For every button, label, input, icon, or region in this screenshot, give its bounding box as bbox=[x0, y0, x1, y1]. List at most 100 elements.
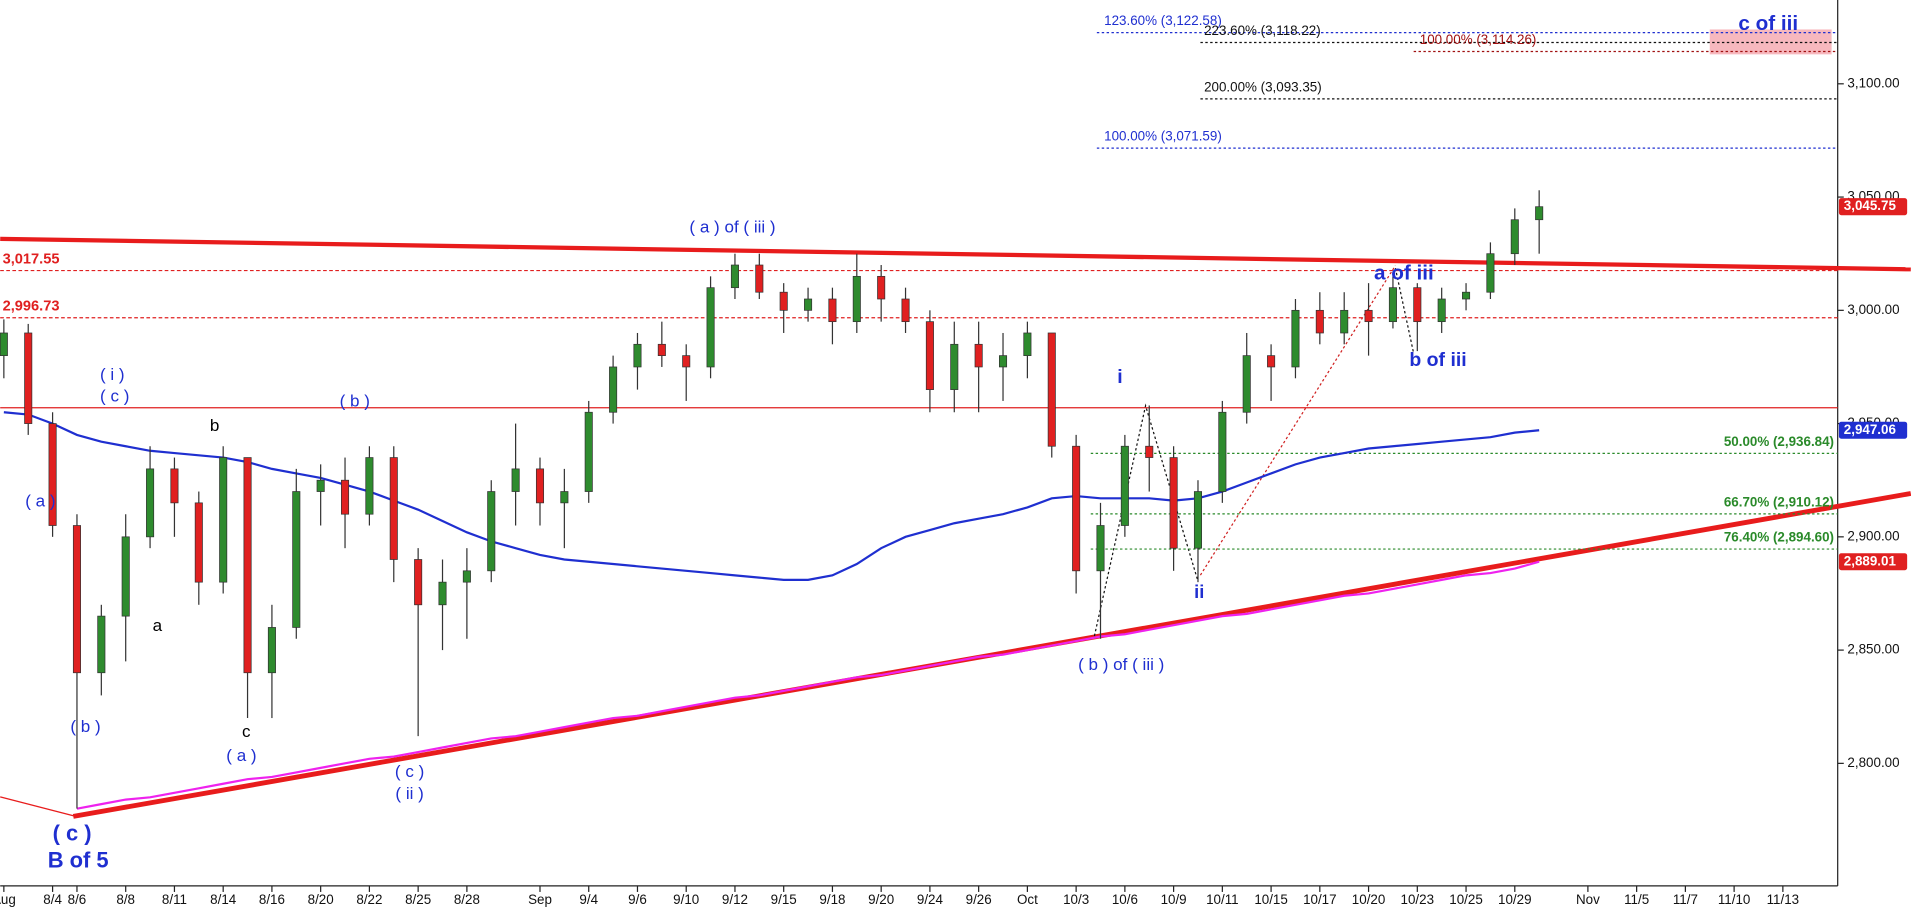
candle-body bbox=[487, 491, 496, 572]
wave-label: b bbox=[210, 416, 219, 435]
candle-body bbox=[48, 423, 57, 526]
x-tick-label: Oct bbox=[1017, 892, 1038, 907]
x-tick-label: 9/12 bbox=[722, 892, 748, 907]
candle-body bbox=[511, 468, 520, 492]
wave-label: ( a ) of ( iii ) bbox=[689, 217, 775, 236]
x-tick-label: 8/8 bbox=[116, 892, 135, 907]
candle-body bbox=[1364, 309, 1373, 323]
moving-average bbox=[76, 560, 1540, 810]
y-tick-label: 3,000.00 bbox=[1847, 302, 1899, 317]
candle-body bbox=[560, 491, 569, 504]
candle-body bbox=[316, 479, 325, 492]
wave-label: ( b ) bbox=[340, 392, 370, 411]
x-tick-label: 11/13 bbox=[1767, 892, 1800, 907]
wave-label: ( c ) bbox=[395, 762, 424, 781]
x-tick-label: 8/11 bbox=[162, 892, 187, 907]
x-tick-label: 10/20 bbox=[1352, 892, 1386, 907]
candle-body bbox=[24, 332, 33, 424]
wave-label: a bbox=[153, 616, 163, 635]
candle-body bbox=[1315, 309, 1324, 334]
candle-body bbox=[877, 275, 886, 300]
x-tick-label: 9/4 bbox=[579, 892, 598, 907]
x-tick-label: 10/23 bbox=[1401, 892, 1435, 907]
candle-body bbox=[1242, 355, 1251, 413]
candle-body bbox=[414, 559, 423, 606]
wave-label: B of 5 bbox=[48, 847, 109, 872]
candle-body bbox=[657, 343, 666, 356]
candle-body bbox=[462, 570, 471, 583]
x-tick-label: 9/10 bbox=[673, 892, 699, 907]
x-tick-label: 10/29 bbox=[1498, 892, 1532, 907]
candle-body bbox=[609, 366, 618, 413]
candle-body bbox=[828, 298, 837, 323]
candle-body bbox=[1023, 332, 1032, 356]
candle-body bbox=[1072, 445, 1081, 572]
wave-label: i bbox=[1117, 366, 1122, 388]
candle-body bbox=[1267, 355, 1276, 368]
x-tick-label: 10/9 bbox=[1161, 892, 1187, 907]
candle-body bbox=[1218, 411, 1227, 492]
candle-body bbox=[1120, 445, 1129, 526]
x-tick-label: 8/25 bbox=[405, 892, 431, 907]
wave-label: ( b ) bbox=[70, 717, 100, 736]
candle-body bbox=[1047, 332, 1056, 447]
x-tick-label: 8/4 bbox=[43, 892, 62, 907]
candle-body bbox=[365, 457, 374, 515]
candle-body bbox=[804, 298, 813, 311]
fib-label: 100.00% (3,114.26) bbox=[1420, 32, 1537, 47]
x-tick-label: 10/25 bbox=[1449, 892, 1483, 907]
candle-body bbox=[292, 491, 301, 628]
candle-body bbox=[584, 411, 593, 492]
candle-body bbox=[1145, 445, 1154, 458]
x-tick-label: Nov bbox=[1576, 892, 1600, 907]
x-tick-label: 9/15 bbox=[771, 892, 797, 907]
candle-body bbox=[0, 332, 8, 356]
candle-body bbox=[755, 264, 764, 293]
candle-body bbox=[974, 343, 983, 368]
candle-body bbox=[219, 457, 228, 583]
candle-body bbox=[1193, 491, 1203, 549]
x-tick-label: Aug bbox=[0, 892, 16, 907]
candle-body bbox=[1437, 298, 1446, 323]
candle-body bbox=[1462, 291, 1471, 300]
candle-body bbox=[194, 502, 203, 583]
candle-body bbox=[901, 298, 910, 323]
y-tick-label: 2,900.00 bbox=[1847, 528, 1899, 543]
x-tick-label: 9/20 bbox=[868, 892, 894, 907]
fib-label: 123.60% (3,122.58) bbox=[1104, 13, 1222, 28]
wave-label: c of iii bbox=[1738, 12, 1798, 35]
candle-body bbox=[730, 264, 739, 289]
candle-body bbox=[170, 468, 179, 504]
moving-average bbox=[3, 411, 1540, 581]
target-zone bbox=[1709, 29, 1832, 55]
candle-body bbox=[438, 581, 447, 606]
wave-label: ( c ) bbox=[100, 387, 129, 406]
fib-label: 76.40% (2,894.60) bbox=[1724, 530, 1834, 545]
x-tick-label: 9/18 bbox=[819, 892, 845, 907]
fib-label: 66.70% (2,910.12) bbox=[1724, 494, 1834, 509]
wave-label: ( i ) bbox=[100, 365, 125, 384]
x-tick-label: 9/24 bbox=[917, 892, 944, 907]
candle-body bbox=[706, 287, 715, 368]
trendline-stub bbox=[0, 796, 76, 817]
x-tick-label: 10/11 bbox=[1206, 892, 1239, 907]
candle-body bbox=[1413, 287, 1422, 323]
price-tag bbox=[1838, 421, 1908, 439]
candle-body bbox=[852, 275, 861, 323]
wave-label: ( b ) of ( iii ) bbox=[1078, 655, 1164, 674]
wave-label: ( c ) bbox=[53, 820, 92, 845]
price-tag-label: 2,947.06 bbox=[1844, 422, 1896, 437]
upper-trendline bbox=[0, 236, 1911, 272]
candle-body bbox=[1388, 287, 1397, 323]
x-tick-label: 11/5 bbox=[1624, 892, 1649, 907]
candle-body bbox=[389, 457, 398, 560]
x-tick-label: 8/28 bbox=[454, 892, 480, 907]
wave-label: ( a ) bbox=[226, 746, 256, 765]
x-tick-label: 11/10 bbox=[1718, 892, 1751, 907]
candle-body bbox=[779, 291, 788, 311]
x-tick-label: 10/15 bbox=[1254, 892, 1288, 907]
level-label: 3,017.55 bbox=[3, 251, 60, 267]
candle-body bbox=[146, 468, 155, 538]
candle-body bbox=[1535, 206, 1544, 221]
